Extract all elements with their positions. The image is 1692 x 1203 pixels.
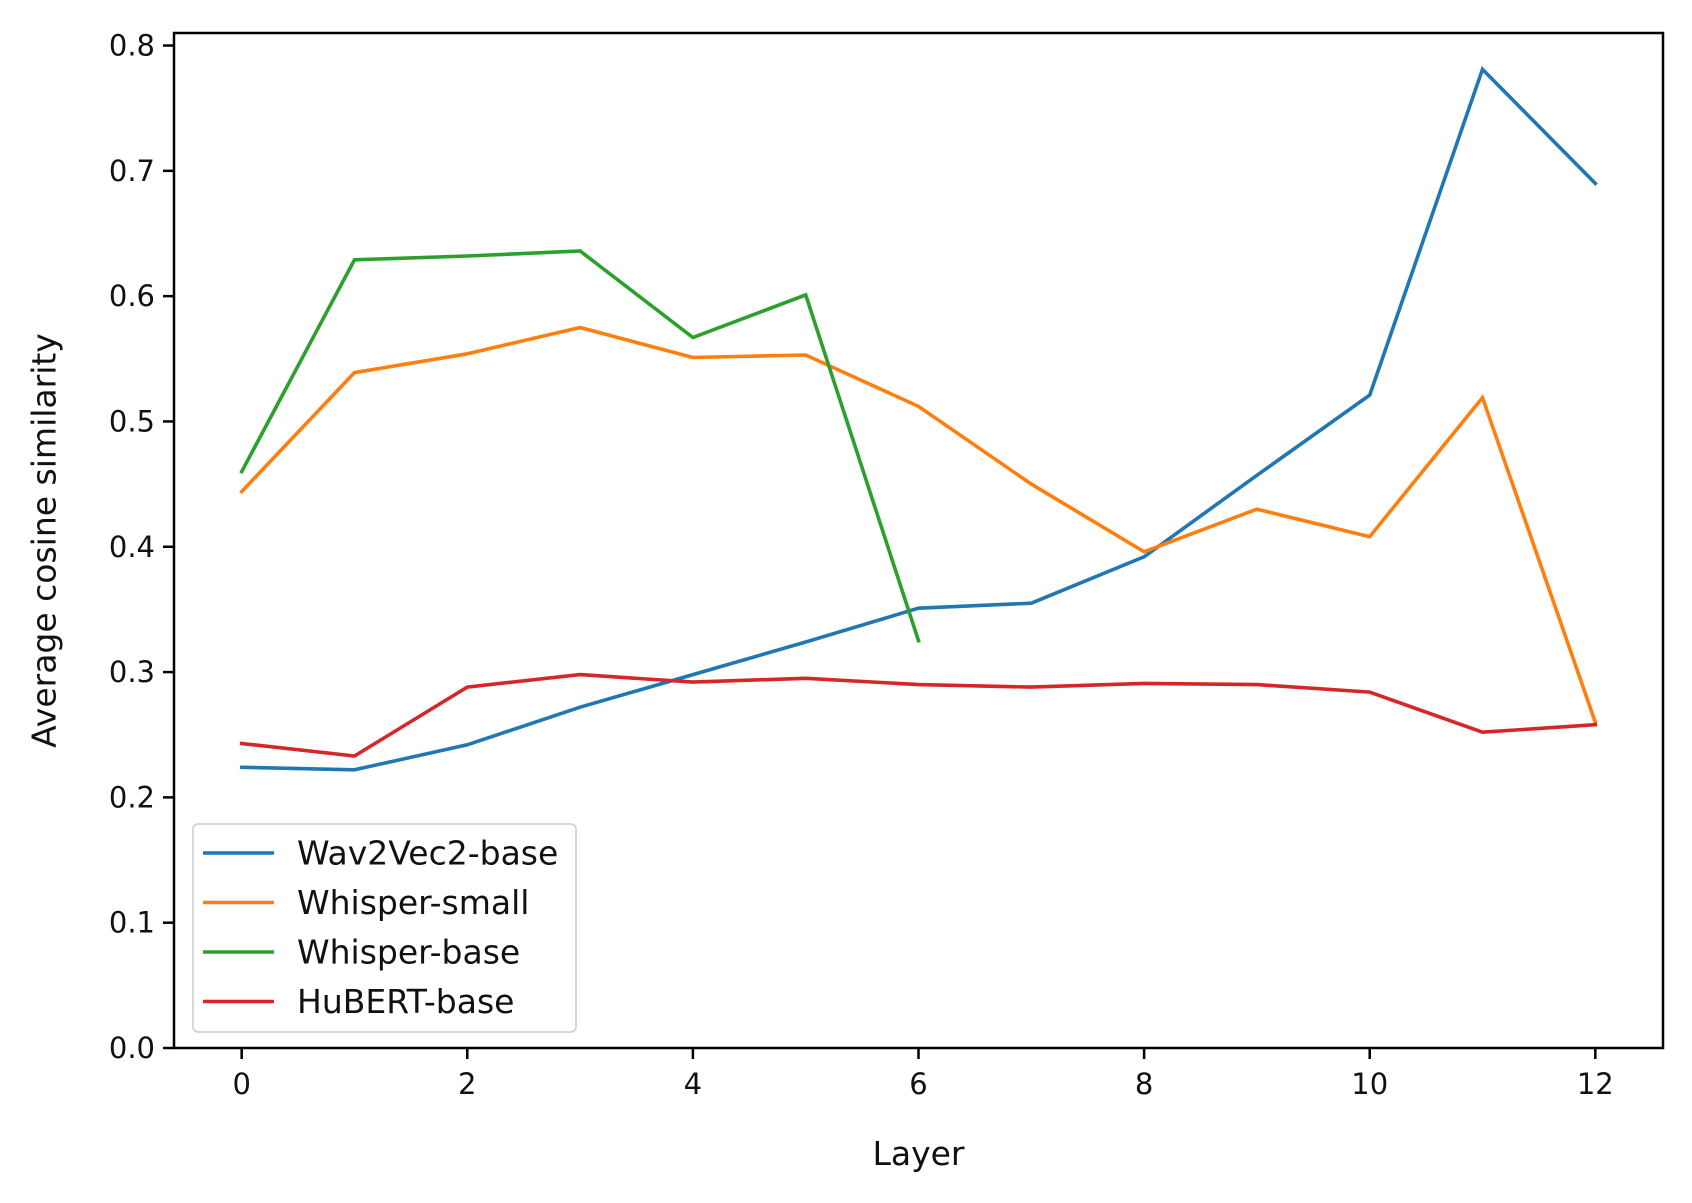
- data-point: [240, 766, 243, 769]
- data-point: [1481, 731, 1484, 734]
- y-axis: 0.0 0.1 0.2 0.3 0.4 0.5 0.6 0.7 0.8: [109, 29, 174, 1065]
- data-point: [578, 249, 582, 253]
- data-point: [1255, 683, 1259, 686]
- data-point: [1368, 690, 1371, 694]
- data-point: [466, 743, 469, 746]
- data-point: [240, 742, 243, 745]
- data-point: [1594, 182, 1597, 185]
- data-point: [353, 258, 356, 262]
- x-axis-title: Layer: [872, 1134, 964, 1173]
- data-point: [1368, 535, 1371, 538]
- y-tick-label: 0.8: [109, 29, 155, 63]
- data-point: [240, 490, 243, 493]
- x-tick-label: 0: [232, 1067, 250, 1101]
- y-tick-label: 0.0: [109, 1031, 155, 1065]
- series-hubert-base: [239, 672, 1598, 758]
- data-point: [1142, 555, 1146, 558]
- data-point: [804, 293, 807, 297]
- data-point: [691, 336, 695, 339]
- y-tick-label: 0.5: [109, 404, 155, 438]
- data-point: [1030, 601, 1033, 605]
- series-whisper-base: [239, 249, 921, 643]
- y-tick-label: 0.7: [109, 154, 155, 188]
- legend-label-wav2vec2-base: Wav2Vec2-base: [297, 834, 558, 873]
- data-point: [1481, 68, 1484, 71]
- data-point: [240, 470, 243, 473]
- y-tick-label: 0.1: [109, 906, 155, 940]
- legend-label-hubert-base: HuBERT-base: [297, 982, 514, 1021]
- data-point: [691, 673, 695, 676]
- data-point: [1030, 685, 1033, 689]
- data-point: [353, 754, 356, 758]
- legend-label-whisper-small: Whisper-small: [297, 883, 529, 922]
- data-point: [578, 673, 582, 676]
- data-point: [804, 640, 807, 644]
- data-point: [466, 352, 469, 355]
- data-point: [1142, 550, 1146, 553]
- data-point: [1481, 396, 1484, 399]
- y-tick-label: 0.6: [109, 279, 155, 313]
- data-point: [578, 705, 582, 709]
- data-point: [1368, 393, 1371, 397]
- y-tick-label: 0.3: [109, 655, 155, 689]
- data-point: [466, 254, 469, 258]
- data-point: [917, 405, 920, 408]
- series-layer: [239, 65, 1598, 772]
- legend-box: [192, 823, 577, 1033]
- x-axis: 0 2 4 6 8 10 12: [232, 1048, 1614, 1101]
- data-point: [917, 606, 920, 610]
- data-point: [1255, 507, 1259, 511]
- x-tick-label: 2: [458, 1067, 476, 1101]
- x-tick-label: 6: [909, 1067, 927, 1101]
- data-point: [917, 683, 920, 686]
- data-point: [1594, 723, 1597, 726]
- legend: Wav2Vec2-base Whisper-small Whisper-base Hu…: [192, 823, 577, 1033]
- x-tick-label: 12: [1577, 1067, 1614, 1101]
- legend-label-whisper-base: Whisper-base: [297, 933, 520, 972]
- data-point: [1142, 682, 1146, 685]
- data-point: [1030, 482, 1033, 486]
- data-point: [1594, 720, 1597, 724]
- data-point: [1255, 474, 1259, 477]
- x-tick-label: 4: [684, 1067, 702, 1101]
- data-point: [691, 356, 695, 359]
- data-point: [353, 768, 356, 772]
- x-tick-label: 10: [1351, 1067, 1388, 1101]
- data-point: [691, 680, 695, 684]
- data-point: [578, 326, 582, 329]
- data-point: [804, 353, 807, 357]
- data-point: [353, 371, 356, 374]
- data-point: [466, 685, 469, 689]
- y-axis-title: Average cosine similarity: [25, 333, 64, 748]
- series-whisper-small: [239, 325, 1598, 725]
- x-tick-label: 8: [1135, 1067, 1153, 1101]
- y-tick-label: 0.2: [109, 780, 155, 814]
- y-tick-label: 0.4: [109, 530, 155, 564]
- data-point: [917, 639, 920, 642]
- series-wav2vec2-base: [239, 65, 1598, 772]
- data-point: [804, 677, 807, 680]
